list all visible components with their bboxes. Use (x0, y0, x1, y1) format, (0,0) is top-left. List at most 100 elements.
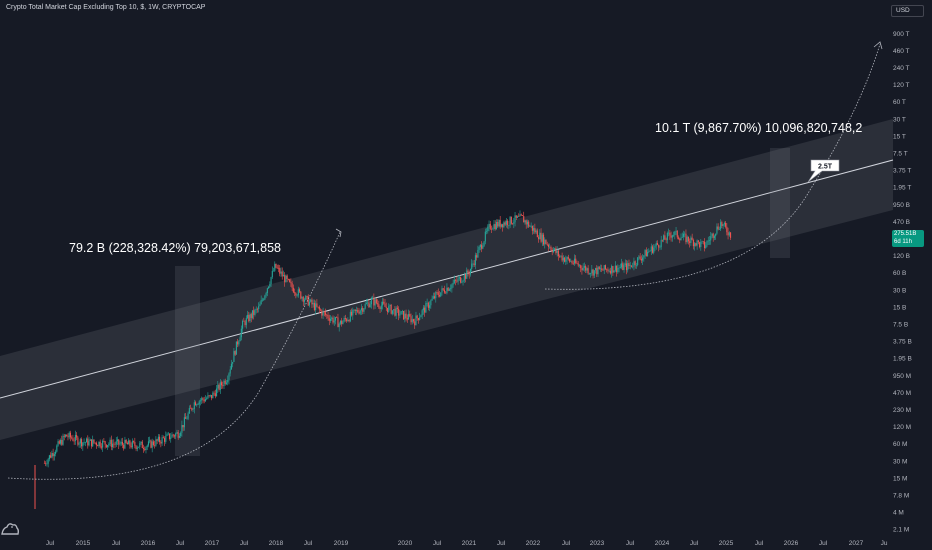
candle-body (441, 288, 443, 293)
annotation-left-gain[interactable]: 79.2 B (228,328.42%) 79,203,671,858 (69, 241, 281, 255)
candle-body (526, 221, 528, 225)
candle-body (601, 268, 603, 271)
candle-body (85, 438, 88, 443)
candle-body (466, 270, 468, 279)
y-tick-label: 120 B (893, 253, 910, 260)
candle-body (235, 341, 237, 355)
y-tick-label: 60 B (893, 270, 906, 277)
candle-body (682, 233, 685, 237)
candle-body (663, 235, 665, 241)
candle-body (567, 257, 569, 259)
annotation-right-gain[interactable]: 10.1 T (9,867.70%) 10,096,820,748,2 (655, 121, 862, 135)
candle-body (596, 268, 598, 275)
x-tick-label: 2016 (141, 540, 156, 547)
candle-body (442, 288, 444, 290)
tradingview-logo-icon[interactable] (0, 516, 22, 538)
candle-body (412, 319, 415, 322)
candle-body (417, 318, 419, 320)
candle-body (353, 309, 355, 311)
candle-body (503, 222, 505, 228)
y-tick-label: 120 M (893, 424, 911, 431)
candle-body (469, 269, 472, 275)
candle-body (379, 307, 381, 310)
candle-body (648, 251, 650, 252)
candle-body (139, 443, 141, 447)
candle-body (254, 309, 256, 315)
y-axis[interactable]: 900 T 460 T 240 T 120 T 60 T 30 T 15 T 7.5 T 3.7… (893, 31, 912, 534)
candle-body (372, 297, 374, 299)
candle-body (703, 241, 706, 248)
candle-body (180, 432, 182, 436)
y-tick-label: 15 T (893, 133, 906, 140)
candle-body (47, 459, 49, 464)
candle-body (77, 437, 79, 445)
x-tick-label: 2018 (269, 540, 284, 547)
y-tick-label: 950 M (893, 373, 911, 380)
candle-body (489, 223, 491, 229)
candle-body (113, 443, 115, 445)
candle-body (315, 303, 317, 311)
candle-body (557, 250, 559, 257)
candle-body (627, 263, 629, 271)
candle-body (705, 245, 707, 248)
candle-body (78, 443, 80, 445)
candle-body (232, 361, 234, 364)
candle-body (303, 299, 306, 302)
y-tick-label: 470 M (893, 390, 911, 397)
candle-body (525, 220, 527, 225)
candle-body (427, 302, 429, 308)
highlight-zone-left[interactable] (175, 266, 200, 456)
candle-body (287, 279, 289, 280)
candle-body (133, 441, 135, 442)
candle-body (410, 316, 412, 323)
candle-body (62, 435, 64, 445)
candle-body (510, 216, 512, 224)
candle-body (670, 235, 672, 238)
callout-bubble[interactable] (807, 159, 840, 183)
candle-body (629, 265, 631, 266)
candle-body (421, 310, 423, 316)
candle-body (336, 317, 338, 318)
candle-body (630, 265, 633, 267)
x-axis[interactable]: Jul 2015 Jul 2016 Jul 2017 Jul 2018 Jul 2019 2020 J… (46, 540, 888, 547)
candle-body (383, 301, 385, 304)
candle-body (286, 275, 288, 280)
candle-body (104, 441, 106, 445)
projection-curve-left[interactable] (7, 231, 341, 480)
candle-body (583, 266, 585, 268)
candle-body (381, 301, 384, 306)
candle-body (187, 413, 189, 419)
candle-body (554, 248, 556, 250)
candle-body (715, 233, 717, 237)
x-tick-label: Jul (240, 540, 249, 547)
candle-body (725, 222, 727, 227)
candle-body (400, 311, 402, 315)
highlight-zone-right[interactable] (770, 148, 790, 258)
projection-curve-right[interactable] (544, 43, 881, 290)
candle-body (576, 262, 578, 264)
candle-body (59, 439, 62, 444)
candle-body (328, 318, 330, 321)
candle-body (676, 230, 678, 238)
y-tick-label: 30 T (893, 116, 906, 123)
regression-midline[interactable] (0, 159, 894, 399)
candle-body (721, 222, 723, 226)
candle-body (134, 441, 136, 446)
x-tick-label: 2027 (849, 540, 864, 547)
candle-body (549, 246, 551, 248)
candle-body (535, 230, 537, 233)
candle-body (74, 435, 76, 441)
candle-body (237, 341, 239, 345)
candle-body (628, 263, 630, 266)
candle-body (373, 297, 375, 306)
candle-body (696, 240, 698, 246)
candle-body (360, 308, 363, 311)
candle-body (625, 263, 628, 271)
candle-body (69, 432, 71, 438)
candle-body (370, 298, 372, 305)
currency-button[interactable]: USD (891, 5, 924, 17)
candle-body (116, 439, 119, 442)
candle-body (604, 265, 607, 270)
y-tick-label: 2.1 M (893, 527, 909, 534)
